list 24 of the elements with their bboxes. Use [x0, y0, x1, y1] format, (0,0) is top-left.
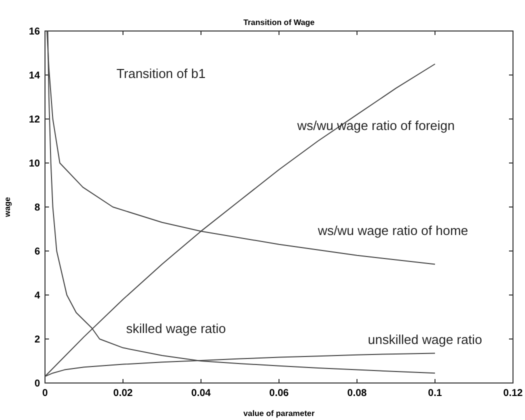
- series-label: skilled wage ratio: [126, 321, 226, 336]
- x-tick-label: 0.1: [428, 388, 442, 399]
- y-tick-label: 4: [34, 290, 40, 302]
- series-label: ws/wu wage ratio of foreign: [296, 118, 455, 133]
- y-tick-label: 0: [34, 378, 40, 390]
- y-tick-label: 16: [28, 26, 40, 38]
- chart-title: Transition of Wage: [243, 18, 316, 27]
- x-tick-label: 0.06: [269, 388, 290, 399]
- series-label: ws/wu wage ratio of home: [316, 223, 468, 238]
- y-tick-label: 10: [28, 158, 40, 170]
- x-tick-label: 0.08: [347, 388, 368, 399]
- y-tick-label: 14: [28, 70, 40, 82]
- y-tick-label: 12: [28, 114, 40, 126]
- annotation: Transition of b1: [116, 66, 206, 81]
- y-tick-label: 2: [34, 334, 40, 346]
- x-tick-label: 0.04: [191, 388, 212, 399]
- y-axis-title: wage: [3, 196, 12, 218]
- x-axis-title: value of parameter: [243, 409, 315, 418]
- x-tick-label: 0.02: [113, 388, 134, 399]
- series-label: unskilled wage ratio: [368, 332, 482, 347]
- y-tick-label: 6: [34, 246, 40, 258]
- y-tick-label: 8: [34, 202, 40, 214]
- x-tick-label: 0.12: [503, 388, 524, 399]
- x-tick-label: 0: [42, 388, 48, 399]
